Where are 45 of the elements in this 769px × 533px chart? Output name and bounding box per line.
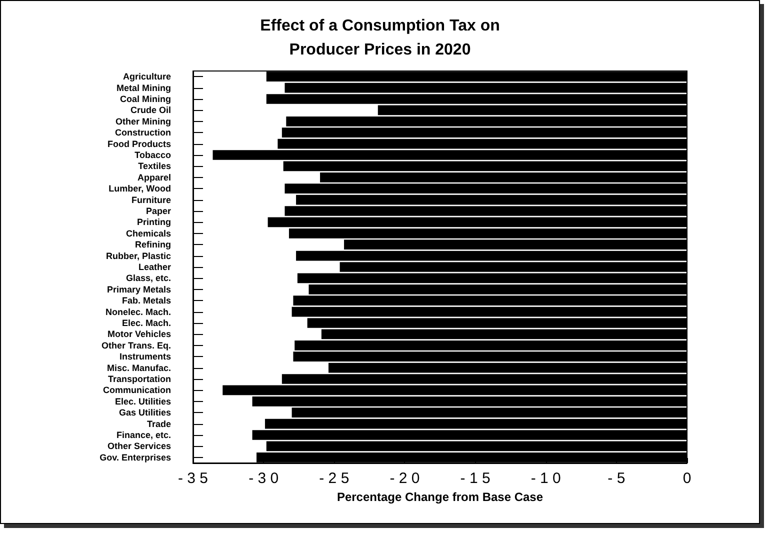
x-axis-title: Percentage Change from Base Case bbox=[336, 490, 544, 504]
y-tick-label: Textiles bbox=[138, 161, 171, 172]
x-tick-label: - 3 5 bbox=[178, 470, 208, 487]
y-tick-label: Gov. Enterprises bbox=[100, 452, 171, 462]
y-tick-label: Apparel bbox=[137, 172, 171, 182]
y-tick-label: Elec. Utilities bbox=[114, 396, 171, 406]
y-tick-label: Food Products bbox=[108, 138, 171, 149]
y-tick-label: Fab. Metals bbox=[122, 296, 171, 306]
chart-title: Effect of a Consumption Tax on Producer Prices in 2020 bbox=[260, 18, 500, 58]
y-tick-label: Furniture bbox=[132, 194, 171, 205]
y-tick-label: Other Trans. Eq. bbox=[101, 340, 171, 350]
y-tick-label: Communication bbox=[102, 385, 171, 396]
x-tick-label: - 2 5 bbox=[319, 470, 350, 487]
y-tick-label: Transportation bbox=[108, 374, 171, 384]
y-tick-label: Printing bbox=[137, 217, 171, 228]
y-tick-label: Motor Vehicles bbox=[107, 329, 171, 340]
y-tick-label: Refining bbox=[135, 240, 171, 250]
y-tick-label: Primary Metals bbox=[106, 284, 171, 294]
y-tick-label: Chemicals bbox=[126, 228, 171, 238]
y-tick-label: Other Mining bbox=[116, 116, 171, 126]
y-tick-label: Crude Oil bbox=[130, 105, 171, 116]
y-tick-label: Leather bbox=[138, 262, 172, 272]
y-tick-label: Gas Utilities bbox=[118, 408, 171, 418]
y-tick-label: Glass, etc. bbox=[126, 273, 171, 284]
y-tick-label: Metal Mining bbox=[116, 82, 171, 93]
x-tick-label: - 2 0 bbox=[390, 470, 420, 487]
y-tick-label: Agriculture bbox=[122, 72, 171, 82]
y-tick-label: Instruments bbox=[119, 352, 171, 362]
y-tick-label: Finance, etc. bbox=[116, 430, 171, 440]
y-tick-label: Lumber, Wood bbox=[108, 184, 171, 194]
y-tick-label: Misc. Manufac. bbox=[106, 362, 171, 373]
x-tick-label: - 1 0 bbox=[530, 470, 561, 487]
y-tick-label: Elec. Mach. bbox=[122, 318, 171, 328]
x-tick-label: 0 bbox=[682, 470, 692, 487]
x-tick-label: - 5 bbox=[608, 470, 626, 487]
y-tick-label: Rubber, Plastic bbox=[106, 250, 171, 261]
y-tick-label: Construction bbox=[115, 128, 171, 138]
y-tick-label: Paper bbox=[146, 206, 172, 216]
y-tick-label: Nonelec. Mach. bbox=[105, 306, 171, 317]
y-tick-label: Trade bbox=[146, 418, 171, 429]
y-tick-label: Other Services bbox=[107, 441, 171, 452]
x-tick-label: - 3 0 bbox=[248, 470, 279, 487]
y-tick-label: Tobacco bbox=[134, 150, 172, 160]
x-tick-label: - 1 5 bbox=[460, 470, 490, 487]
y-tick-label: Coal Mining bbox=[120, 94, 171, 104]
